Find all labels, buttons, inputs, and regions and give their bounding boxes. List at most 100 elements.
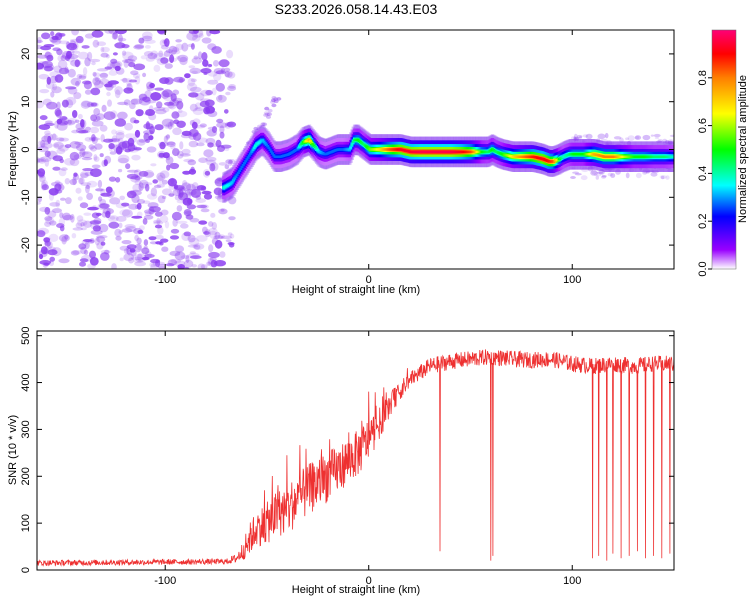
noise-speckle [125,246,132,255]
snr-frame [36,330,675,571]
noise-speckle [157,174,164,183]
noise-speckle [146,85,155,92]
noise-speckle [94,80,104,89]
y-tick-label: 100 [20,514,32,532]
noise-speckle [54,108,62,117]
noise-speckle [166,141,176,146]
noise-speckle [92,39,100,48]
noise-speckle [111,32,119,40]
noise-speckle [125,58,136,64]
noise-speckle [93,72,101,78]
spectrogram-ylabel: Frequency (Hz) [7,111,19,187]
ridge-cell [261,139,265,142]
spectrogram-xlabel: Height of straight line (km) [292,284,420,296]
noise-speckle [57,59,68,69]
noise-speckle [123,248,129,254]
noise-speckle [164,63,173,69]
noise-speckle [107,99,112,107]
noise-speckle [666,168,674,173]
ridge-cell [252,146,256,150]
noise-speckle [187,198,193,205]
noise-speckle [159,170,170,179]
noise-speckle [154,87,164,91]
noise-speckle [141,31,153,40]
noise-speckle [224,70,233,78]
noise-speckle [218,94,223,101]
noise-speckle [228,84,236,89]
noise-speckle [214,195,225,200]
noise-speckle [170,258,181,264]
noise-speckle [95,188,105,192]
noise-speckle [205,137,216,145]
noise-speckle [101,159,107,168]
noise-speckle [46,76,51,85]
noise-speckle [144,45,151,49]
noise-speckle [188,191,193,195]
noise-speckle [224,164,230,170]
noise-speckle [123,253,135,262]
noise-speckle [90,102,98,107]
noise-speckle [48,188,59,196]
noise-speckle [78,74,87,78]
noise-speckle [606,140,613,146]
noise-speckle [642,168,650,174]
colorbar-gradient [712,30,736,269]
noise-speckle [161,179,168,185]
noise-speckle [75,222,83,229]
noise-speckle [128,62,136,68]
noise-speckle [71,30,79,36]
noise-speckle [181,148,191,155]
noise-speckle [74,59,81,68]
noise-speckle [143,51,154,57]
noise-speckle [227,232,233,236]
noise-speckle [181,42,189,52]
noise-speckle [107,80,120,85]
noise-speckle [37,158,45,163]
noise-speckle [167,101,177,110]
noise-speckle [57,55,63,62]
noise-speckle [43,248,49,255]
noise-speckle [144,39,156,44]
noise-speckle [89,220,102,225]
x-tick-label: -100 [154,274,176,286]
noise-speckle [169,250,181,257]
noise-speckle [117,154,130,164]
noise-speckle [51,86,62,94]
noise-speckle [191,57,202,64]
noise-speckle [156,261,166,266]
noise-speckle [50,31,55,37]
noise-speckle [134,243,142,253]
snr-panel: -100 0 100 0 100 200 300 400 500 Height of strai… [7,327,675,596]
noise-speckle [117,157,129,164]
noise-speckle [175,39,182,43]
noise-speckle [65,86,77,90]
noise-speckle [99,72,108,79]
noise-speckle [170,93,177,102]
noise-speckle [55,199,61,208]
y-tick-label: 500 [20,327,32,345]
noise-speckle [164,221,170,229]
noise-speckle [180,255,190,260]
noise-speckle [207,142,214,148]
noise-speckle [67,119,72,125]
noise-speckle [178,189,184,198]
ridge-cell [310,141,314,144]
x-tick-label: 0 [366,575,372,587]
noise-speckle [188,65,196,69]
noise-speckle [127,55,138,62]
ridge-cell [232,179,235,182]
noise-speckle [43,237,51,243]
noise-speckle [188,252,200,258]
noise-speckle [68,117,78,124]
noise-speckle [210,212,216,218]
noise-speckle [216,94,227,103]
noise-speckle [105,210,111,219]
noise-speckle [160,238,169,243]
noise-speckle [89,58,101,63]
ridge-cell [240,165,244,169]
noise-speckle [84,171,94,177]
noise-speckle [85,126,91,131]
ridge-cell [236,171,240,174]
ridge-cell [297,145,301,148]
noise-speckle [103,111,116,121]
